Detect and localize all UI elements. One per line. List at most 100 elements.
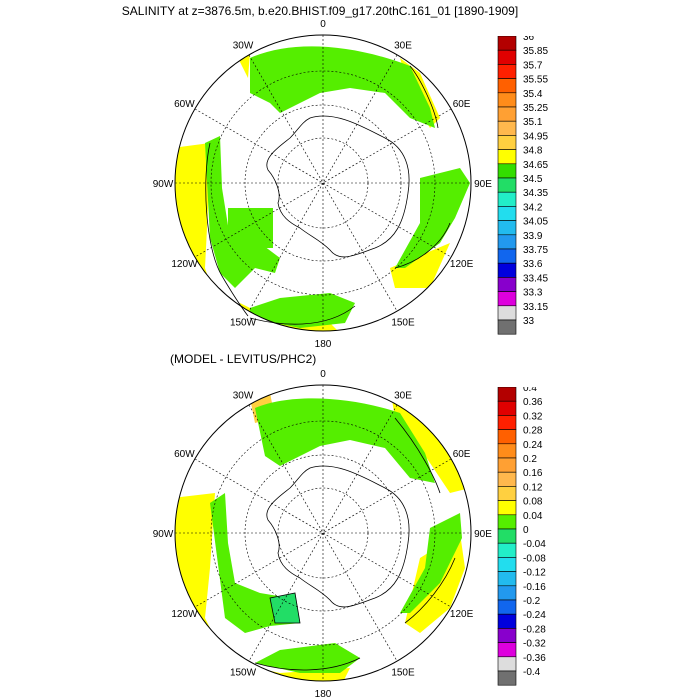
- colorbar-swatch: [497, 319, 517, 335]
- contours: [205, 65, 451, 325]
- colorbar-swatch: [497, 234, 517, 250]
- colorbar-swatch: [497, 670, 517, 686]
- data-fill: [175, 388, 470, 681]
- longitude-label: 30W: [233, 40, 254, 51]
- contours: [254, 417, 456, 671]
- longitude-label: 0: [320, 369, 326, 380]
- colorbar-swatch: [497, 599, 517, 615]
- colorbar-swatch: [497, 277, 517, 292]
- colorbar-swatch: [497, 36, 517, 51]
- colorbar-label: -0.2: [523, 596, 541, 607]
- colorbar-label: 33.45: [523, 273, 548, 284]
- colorbar-swatch: [497, 262, 517, 278]
- colorbar-swatch: [497, 500, 517, 516]
- longitude-label: 120W: [171, 259, 198, 270]
- longitude-label: 30W: [233, 390, 254, 401]
- colorbar-swatch: [497, 471, 517, 487]
- colorbar-label: 34.05: [523, 217, 548, 228]
- data-fill: [175, 46, 470, 331]
- colorbar-label: 34.65: [523, 160, 548, 171]
- colorbar-label: 0.32: [523, 411, 543, 422]
- colorbar-label: 0.4: [523, 387, 537, 394]
- map-border: [174, 384, 472, 682]
- colorbar-label: 33.15: [523, 302, 548, 313]
- colorbar-swatch: [497, 220, 517, 236]
- longitude-label: 60W: [174, 449, 195, 460]
- colorbar-salinity: 36 35.85 35.7 35.55 35.4 35.25 35.1 34.95 34.8 34…: [497, 36, 548, 335]
- longitude-label: 90W: [153, 179, 174, 190]
- colorbar-swatch: [497, 642, 517, 658]
- colorbar-swatch: [497, 542, 517, 558]
- longitude-label: 180: [315, 339, 332, 348]
- colorbar-swatch: [497, 291, 517, 307]
- longitude-label: 180: [315, 689, 332, 700]
- colorbar-swatch: [497, 415, 517, 430]
- longitude-labels: 0 30E 60E 90E 120E 150E 180 150W 120W 90W 60W 30W: [153, 369, 493, 700]
- colorbar-label: -0.24: [523, 610, 546, 621]
- colorbar-label: -0.36: [523, 653, 546, 664]
- graticule: [175, 385, 471, 681]
- colorbar-swatch: [497, 486, 517, 501]
- longitude-label: 90E: [474, 179, 492, 190]
- colorbar-label: 0.2: [523, 454, 537, 465]
- colorbar-swatch: [497, 514, 517, 530]
- colorbar-label: 35.25: [523, 103, 548, 114]
- colorbar-label: 35.85: [523, 46, 548, 57]
- colorbar-swatch: [497, 191, 517, 207]
- colorbar-label: 0.24: [523, 440, 543, 451]
- longitude-label: 150E: [391, 668, 415, 679]
- longitude-label: 150W: [230, 318, 257, 329]
- colorbar-swatch: [497, 557, 517, 572]
- colorbar-label: 0.12: [523, 482, 543, 493]
- colorbar-label: -0.28: [523, 624, 546, 635]
- colorbar-difference: 0.4 0.36 0.32 0.28 0.24 0.2 0.16 0.12 0.08 0.04 0 -…: [497, 387, 546, 686]
- colorbar-swatch: [497, 628, 517, 643]
- longitude-label: 0: [320, 19, 326, 30]
- colorbar-label: 35.7: [523, 60, 543, 71]
- longitude-label: 120E: [450, 609, 474, 620]
- colorbar-label: -0.4: [523, 667, 541, 678]
- colorbar-label: -0.04: [523, 539, 546, 550]
- colorbar-label: 33.3: [523, 288, 543, 299]
- colorbar-label: 0.36: [523, 397, 543, 408]
- colorbar-swatch: [497, 305, 517, 321]
- colorbar-swatch: [497, 64, 517, 79]
- colorbar-label: 35.4: [523, 89, 543, 100]
- longitude-label: 60E: [453, 449, 471, 460]
- colorbar-label: 33.6: [523, 259, 543, 270]
- colorbar-swatch: [497, 248, 517, 264]
- longitude-label: 30E: [394, 390, 412, 401]
- longitude-label: 150W: [230, 668, 257, 679]
- colorbar-swatch: [497, 457, 517, 473]
- colorbar-swatch: [497, 78, 517, 94]
- colorbar-swatch: [497, 149, 517, 165]
- colorbar-swatch: [497, 571, 517, 587]
- colorbar-label: 33.9: [523, 231, 543, 242]
- colorbar-swatch: [497, 120, 517, 136]
- colorbar-swatch: [497, 613, 517, 629]
- colorbar-label: 33: [523, 316, 535, 327]
- colorbar-label: 34.5: [523, 174, 543, 185]
- difference-polar-map: 0 30E 60E 90E 120E 150E 180 150W 120W 90W 60W 30W: [153, 369, 493, 700]
- colorbar-label: 36: [523, 36, 535, 43]
- colorbar-label: 0.16: [523, 468, 543, 479]
- colorbar-label: -0.32: [523, 639, 546, 650]
- colorbar-label: 35.1: [523, 117, 543, 128]
- colorbar-swatch: [497, 656, 517, 672]
- panel-1-title: SALINITY at z=3876.5m, b.e20.BHIST.f09_g…: [121, 4, 519, 18]
- colorbar-swatch: [497, 585, 517, 601]
- longitude-label: 60W: [174, 99, 195, 110]
- colorbar-swatch: [497, 206, 517, 221]
- colorbar-label: 34.95: [523, 131, 548, 142]
- colorbar-swatch: [497, 528, 517, 544]
- longitude-label: 120E: [450, 259, 474, 270]
- colorbar-swatch: [497, 177, 517, 193]
- longitude-label: 60E: [453, 99, 471, 110]
- colorbar-label: 35.55: [523, 75, 548, 86]
- colorbar-swatch: [497, 429, 517, 445]
- longitude-label: 150E: [391, 318, 415, 329]
- colorbar-label: 34.35: [523, 188, 548, 199]
- longitude-label: 90E: [474, 529, 492, 540]
- colorbar-label: -0.08: [523, 553, 546, 564]
- salinity-polar-map: 0 30E 60E 90E 120E 150E 180 150W 120W 90W 60W 30W: [153, 19, 493, 348]
